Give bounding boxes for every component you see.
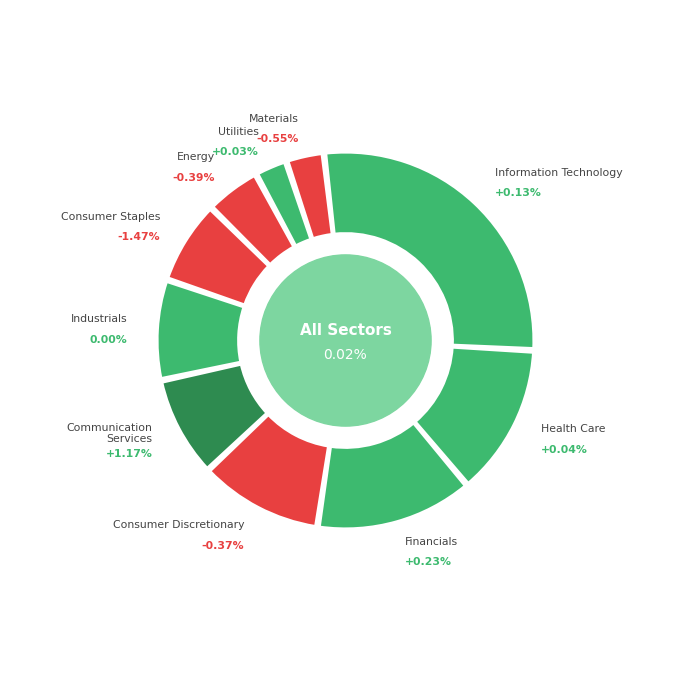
Wedge shape [415, 347, 533, 484]
Text: Consumer Staples: Consumer Staples [61, 212, 160, 222]
Wedge shape [288, 154, 332, 238]
Wedge shape [326, 152, 534, 349]
Wedge shape [157, 281, 244, 379]
Wedge shape [213, 176, 294, 264]
Wedge shape [319, 423, 465, 529]
Text: 0.00%: 0.00% [90, 334, 128, 345]
Text: -1.47%: -1.47% [117, 232, 160, 242]
Text: Financials: Financials [405, 537, 458, 547]
Wedge shape [168, 210, 269, 305]
Wedge shape [258, 162, 311, 246]
Text: Consumer Discretionary: Consumer Discretionary [113, 520, 245, 530]
Wedge shape [162, 364, 267, 469]
Text: +1.17%: +1.17% [106, 449, 153, 459]
Text: +0.03%: +0.03% [212, 147, 259, 157]
Text: Utilities: Utilities [218, 127, 259, 136]
Text: All Sectors: All Sectors [300, 323, 391, 338]
Text: Industrials: Industrials [71, 315, 128, 324]
Text: Communication
Services: Communication Services [66, 423, 153, 445]
Text: Energy: Energy [176, 153, 215, 162]
Text: -0.39%: -0.39% [172, 172, 215, 183]
Text: -0.37%: -0.37% [202, 541, 245, 551]
Text: 0.02%: 0.02% [323, 349, 368, 362]
Text: +0.04%: +0.04% [541, 445, 588, 454]
Text: -0.55%: -0.55% [256, 134, 299, 144]
Wedge shape [210, 415, 328, 526]
Circle shape [260, 255, 431, 426]
Text: +0.23%: +0.23% [405, 557, 452, 567]
Text: Materials: Materials [249, 114, 299, 124]
Text: +0.13%: +0.13% [495, 188, 542, 198]
Text: Health Care: Health Care [541, 424, 605, 434]
Text: Information Technology: Information Technology [495, 168, 623, 178]
